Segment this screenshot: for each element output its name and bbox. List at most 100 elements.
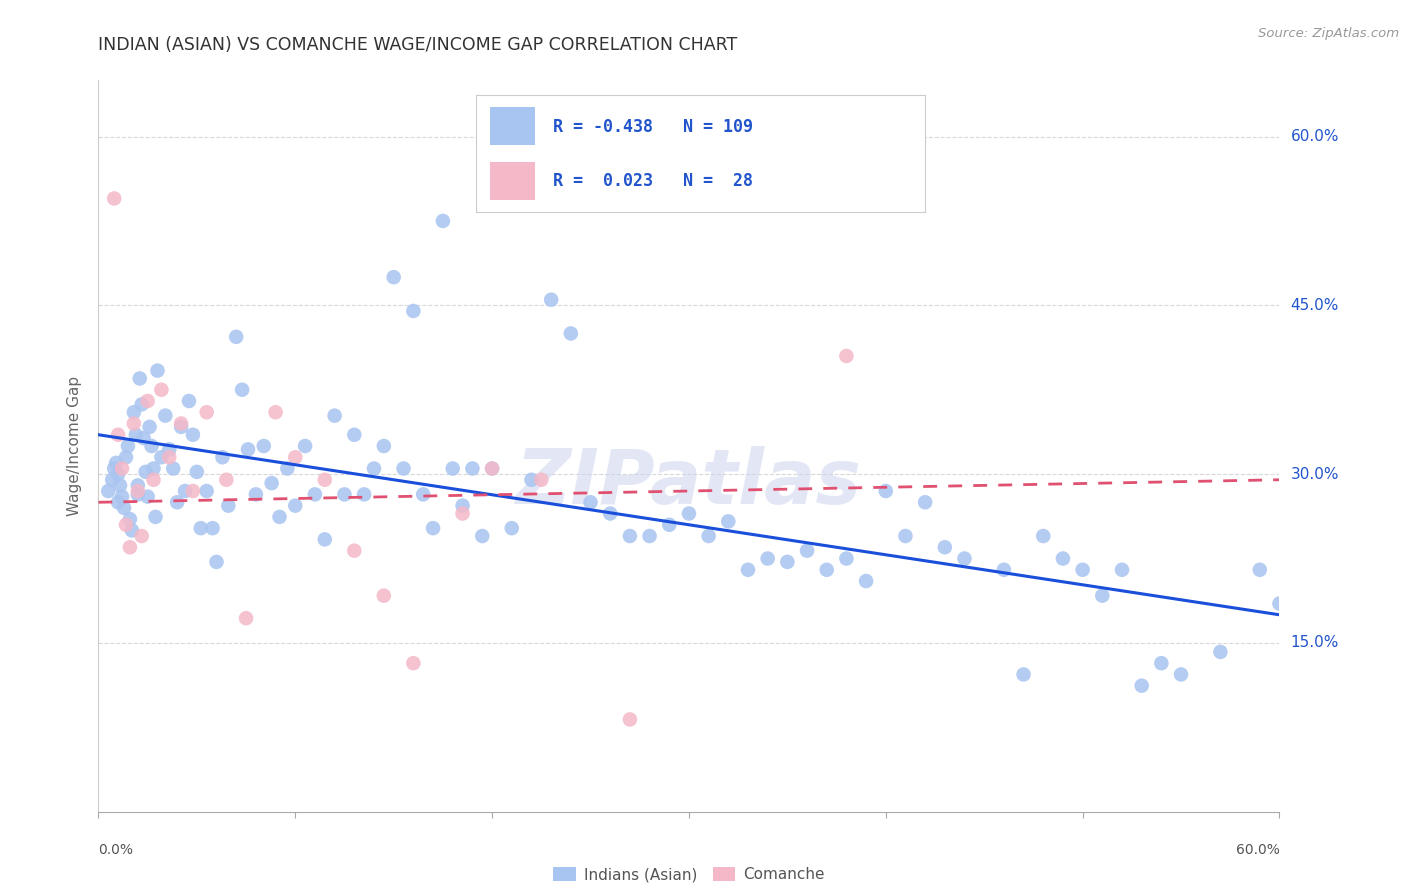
Point [201, 521, 224, 535]
Point [1209, 645, 1232, 659]
Point [264, 405, 287, 419]
Point [658, 517, 681, 532]
Point [294, 439, 316, 453]
Point [157, 450, 180, 465]
Text: Source: ZipAtlas.com: Source: ZipAtlas.com [1258, 27, 1399, 40]
Point [128, 371, 150, 385]
Point [101, 473, 124, 487]
Point [579, 495, 602, 509]
Point [107, 495, 129, 509]
Point [225, 330, 247, 344]
Point [717, 515, 740, 529]
Point [678, 507, 700, 521]
Point [231, 383, 253, 397]
Point [1032, 529, 1054, 543]
Text: 60.0%: 60.0% [1236, 843, 1279, 857]
Point [157, 442, 180, 457]
Point [284, 450, 307, 465]
Point [619, 529, 641, 543]
Point [186, 465, 208, 479]
Point [111, 490, 134, 504]
Point [112, 500, 135, 515]
Point [993, 563, 1015, 577]
Point [131, 529, 153, 543]
Text: ZIPatlas: ZIPatlas [516, 446, 862, 519]
Y-axis label: Wage/Income Gap: Wage/Income Gap [67, 376, 83, 516]
Point [815, 563, 838, 577]
Text: 60.0%: 60.0% [1291, 129, 1339, 144]
Point [1268, 597, 1291, 611]
Point [1012, 667, 1035, 681]
Point [343, 543, 366, 558]
Point [260, 476, 283, 491]
Point [619, 713, 641, 727]
Point [146, 363, 169, 377]
Point [314, 473, 336, 487]
Point [117, 439, 139, 453]
Point [353, 487, 375, 501]
Point [127, 487, 149, 501]
Point [412, 487, 434, 501]
Point [150, 383, 173, 397]
Point [737, 563, 759, 577]
Point [141, 439, 163, 453]
Point [195, 405, 218, 419]
Point [127, 483, 149, 498]
Point [162, 461, 184, 475]
Point [181, 483, 204, 498]
Point [111, 461, 134, 475]
Point [236, 442, 259, 457]
Point [501, 521, 523, 535]
Point [471, 529, 494, 543]
Point [276, 461, 298, 475]
Point [422, 521, 444, 535]
Point [215, 473, 238, 487]
Point [314, 533, 336, 547]
Point [177, 394, 200, 409]
Point [363, 461, 385, 475]
Point [135, 465, 157, 479]
Point [174, 483, 197, 498]
Point [217, 499, 239, 513]
Point [481, 461, 503, 475]
Point [205, 555, 228, 569]
Point [343, 427, 366, 442]
Point [451, 507, 474, 521]
Point [776, 555, 799, 569]
Point [875, 483, 897, 498]
Point [304, 487, 326, 501]
Point [461, 461, 484, 475]
Point [1249, 563, 1271, 577]
Point [107, 427, 129, 442]
Point [97, 483, 120, 498]
Point [118, 512, 141, 526]
Point [118, 541, 141, 555]
Point [540, 293, 562, 307]
Point [115, 517, 138, 532]
Point [599, 507, 621, 521]
Point [131, 397, 153, 411]
Point [402, 304, 425, 318]
Point [125, 427, 148, 442]
Point [105, 456, 128, 470]
Point [934, 541, 956, 555]
Point [103, 461, 125, 475]
Point [145, 509, 167, 524]
Text: 0.0%: 0.0% [98, 843, 134, 857]
Point [269, 509, 291, 524]
Point [914, 495, 936, 509]
Point [127, 478, 149, 492]
Point [107, 467, 129, 482]
Point [235, 611, 257, 625]
Point [451, 499, 474, 513]
Point [245, 487, 267, 501]
Point [253, 439, 276, 453]
Point [115, 450, 138, 465]
Point [894, 529, 917, 543]
Point [481, 461, 503, 475]
Point [170, 417, 193, 431]
Point [155, 409, 177, 423]
Point [796, 543, 818, 558]
Point [373, 589, 395, 603]
Point [142, 461, 165, 475]
